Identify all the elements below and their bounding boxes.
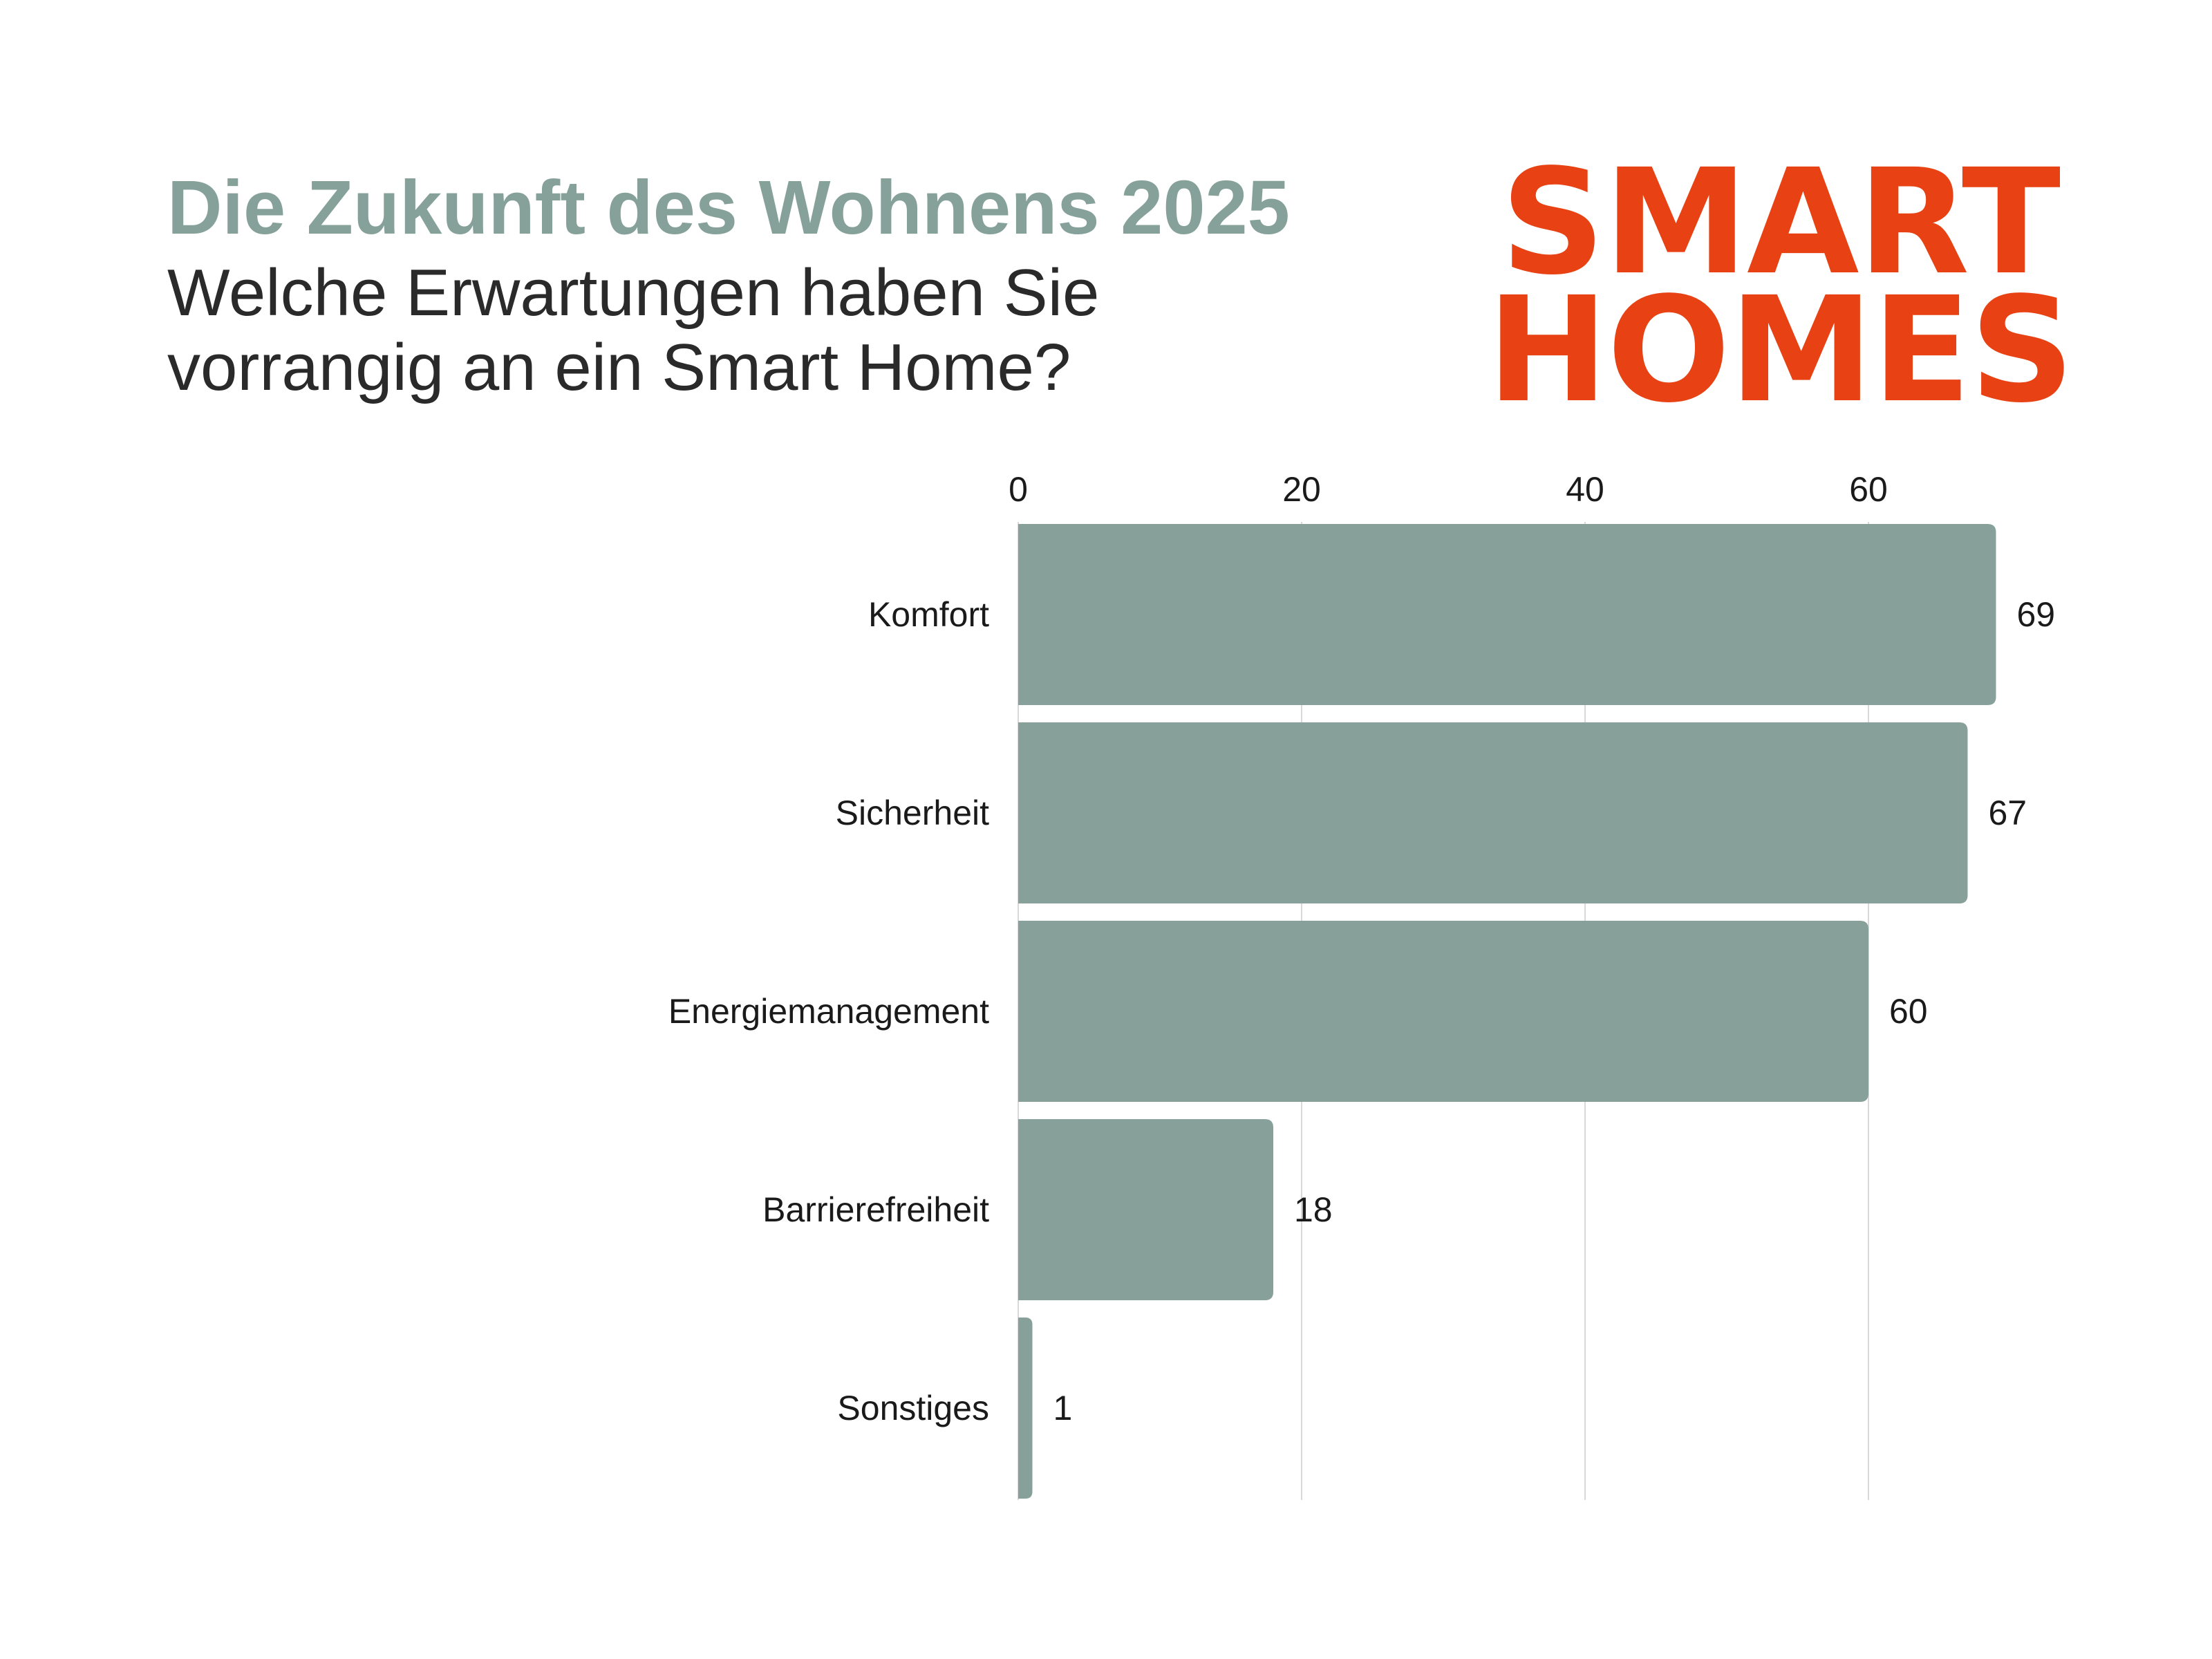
x-tick-label-60: 60 (1849, 470, 1888, 509)
chart-title: Die Zukunft des Wohnens 2025 (167, 165, 1290, 250)
chart-subtitle: Welche Erwartungen haben Sie vorrangig a… (167, 256, 1100, 404)
value-label-komfort: 69 (2017, 595, 2056, 634)
labels: 0 20 40 60 Komfort 69 Sicherheit 67 Energiemanag… (668, 470, 2055, 1427)
brand-logo-line-1: SMART (1500, 138, 2061, 307)
bar-sicherheit (1018, 722, 1968, 903)
x-tick-label-0: 0 (1009, 470, 1028, 509)
value-label-energiemanagement: 60 (1889, 992, 1928, 1031)
category-label-energiemanagement: Energiemanagement (668, 992, 989, 1031)
x-tick-label-40: 40 (1566, 470, 1604, 509)
bar-komfort (1018, 524, 1996, 705)
bar-barrierefreiheit (1018, 1119, 1273, 1300)
category-label-sicherheit: Sicherheit (836, 794, 989, 832)
value-label-barrierefreiheit: 18 (1294, 1190, 1333, 1229)
category-label-komfort: Komfort (868, 595, 989, 634)
x-tick-label-20: 20 (1282, 470, 1321, 509)
brand-logo-line-2: HOMES (1487, 265, 2074, 435)
bar-sonstiges (1018, 1318, 1033, 1499)
bars (1018, 524, 1996, 1499)
bar-energiemanagement (1018, 921, 1868, 1102)
brand-logo: SMART HOMES (1486, 138, 2074, 435)
value-label-sicherheit: 67 (1989, 794, 2027, 832)
category-label-sonstiges: Sonstiges (837, 1389, 989, 1427)
value-label-sonstiges: 1 (1053, 1389, 1073, 1427)
category-label-barrierefreiheit: Barrierefreiheit (762, 1190, 989, 1229)
